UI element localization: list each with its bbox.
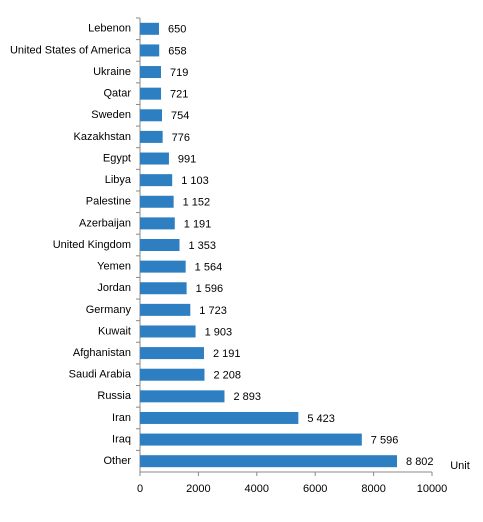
value-label: 1 596	[196, 283, 224, 295]
value-label: 2 893	[233, 391, 261, 403]
bar	[140, 411, 299, 424]
y-tick-label: Iraq	[112, 433, 131, 445]
value-label: 991	[178, 153, 196, 165]
x-tick-label: 4000	[245, 483, 269, 495]
value-label: 754	[171, 110, 189, 122]
y-tick-label: Kuwait	[98, 325, 131, 337]
value-label: 1 191	[184, 218, 212, 230]
bar	[140, 44, 160, 57]
y-tick-label: Afghanistan	[73, 347, 131, 359]
value-label: 1 903	[205, 326, 233, 338]
bar	[140, 433, 362, 446]
y-tick-label: Kazakhstan	[74, 131, 131, 143]
y-tick-label: Sweden	[91, 109, 131, 121]
bar	[140, 368, 205, 381]
value-label: 1 353	[189, 240, 217, 252]
value-label: 776	[172, 132, 190, 144]
y-tick-label: Germany	[86, 304, 132, 316]
value-label: 2 191	[213, 348, 241, 360]
y-tick-label: Palestine	[86, 196, 131, 208]
y-tick-label: United States of America	[10, 44, 132, 56]
bar	[140, 282, 187, 295]
bar	[140, 217, 175, 230]
x-tick-label: 0	[137, 483, 143, 495]
axis-title: Unit	[450, 460, 470, 472]
bar	[140, 303, 191, 316]
y-tick-label: Iran	[112, 412, 131, 424]
value-label: 1 103	[181, 175, 209, 187]
value-label: 5 423	[307, 413, 335, 425]
value-label: 658	[168, 45, 186, 57]
y-tick-label: United Kingdom	[53, 239, 131, 251]
y-tick-label: Egypt	[103, 152, 131, 164]
y-tick-label: Russia	[97, 390, 132, 402]
value-label: 1 723	[199, 305, 227, 317]
bar	[140, 195, 174, 208]
value-label: 721	[170, 89, 188, 101]
y-tick-label: Yemen	[97, 261, 131, 273]
bar	[140, 109, 163, 122]
y-tick-label: Lebenon	[88, 23, 131, 35]
y-tick-label: Other	[103, 455, 131, 467]
value-label: 719	[170, 67, 188, 79]
y-tick-label: Qatar	[103, 88, 131, 100]
bar	[140, 455, 398, 468]
x-tick-label: 10000	[417, 483, 448, 495]
bar	[140, 130, 163, 143]
value-label: 650	[168, 24, 186, 36]
value-label: 1 564	[195, 262, 223, 274]
value-label: 1 152	[183, 197, 211, 209]
x-tick-label: 6000	[303, 483, 327, 495]
bar	[140, 390, 225, 403]
y-tick-label: Ukraine	[93, 66, 131, 78]
bar	[140, 325, 196, 338]
x-tick-label: 8000	[361, 483, 385, 495]
bar	[140, 152, 169, 165]
y-tick-label: Saudi Arabia	[69, 369, 132, 381]
y-tick-label: Libya	[105, 174, 132, 186]
bar	[140, 239, 180, 251]
bar	[140, 260, 186, 273]
bar	[140, 347, 204, 360]
x-tick-label: 2000	[186, 483, 210, 495]
value-label: 7 596	[371, 434, 399, 446]
bar	[140, 174, 173, 187]
value-label: 8 802	[406, 456, 434, 468]
y-tick-label: Jordan	[97, 282, 131, 294]
bar	[140, 22, 159, 35]
bar	[140, 66, 161, 79]
bar	[140, 87, 162, 100]
y-tick-label: Azerbaijan	[79, 217, 131, 229]
value-label: 2 208	[213, 370, 241, 382]
